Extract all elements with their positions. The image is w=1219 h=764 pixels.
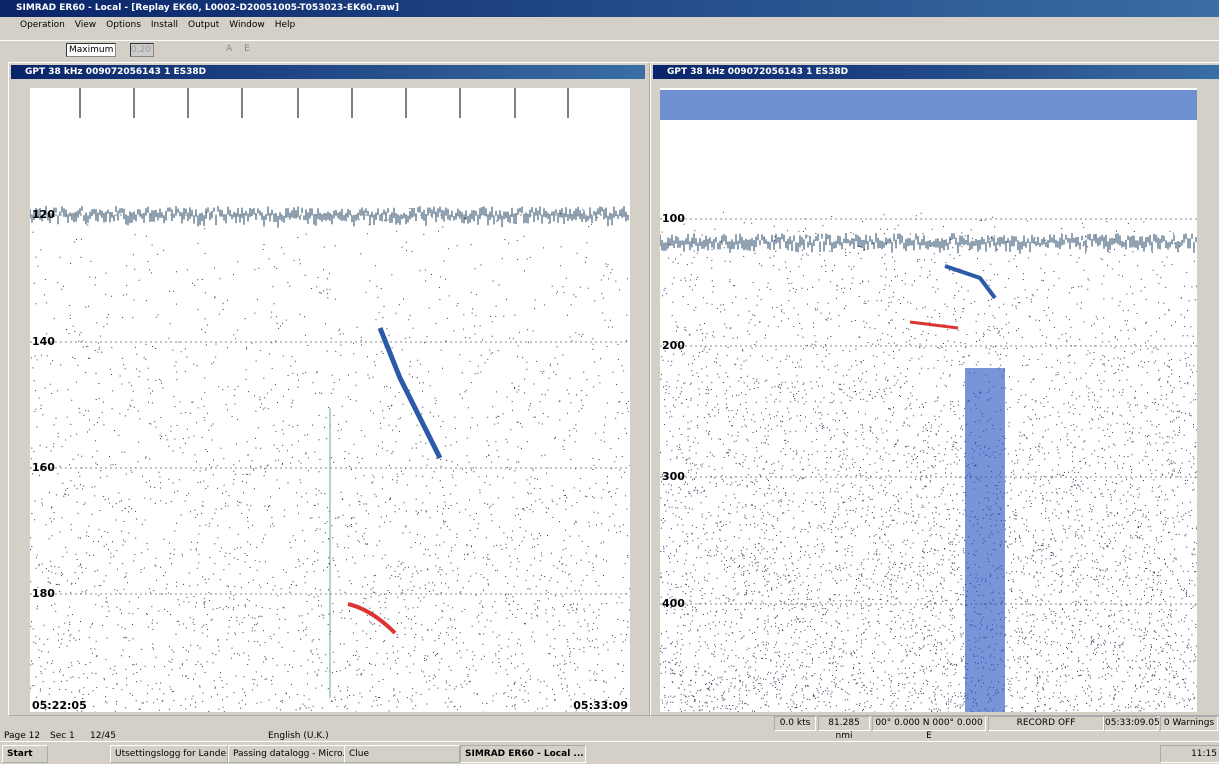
status-field: 0 Warnings — [1160, 716, 1218, 731]
echogram-right: 100 200 300 400 — [660, 88, 1197, 712]
menu-bar: Operation View Options Install Output Window H… — [20, 18, 305, 32]
echo-bg — [660, 88, 1197, 712]
depth-label: 200 — [662, 339, 685, 352]
menu-item[interactable]: View — [74, 20, 97, 30]
word-status: Page 12 Sec 1 12/45 English (U.K.) — [0, 731, 460, 741]
depth-label: 120 — [32, 208, 55, 221]
menu-item[interactable]: Window — [229, 20, 265, 30]
status-field: RECORD OFF — [988, 716, 1104, 731]
fish-school — [909, 320, 959, 330]
task-button[interactable]: SIMRAD ER60 - Local ... — [460, 745, 586, 763]
bottom-echo — [965, 368, 1005, 712]
depth-label: 160 — [32, 461, 55, 474]
mode-select[interactable]: Maximum — [66, 43, 116, 57]
status-field: 05:33:09.05 — [1104, 716, 1160, 731]
depth-label: 300 — [662, 470, 685, 483]
toolbar-button[interactable]: E — [244, 44, 250, 54]
echo-layer — [660, 233, 1197, 254]
word-field: 12/45 — [90, 731, 116, 741]
menu-item[interactable]: Help — [274, 20, 296, 30]
task-button[interactable]: Utsettingslogg for Lande... — [110, 745, 228, 763]
status-bar: 0.0 kts 81.285 nmi 00° 0.000 N 000° 0.000 … — [0, 715, 1219, 741]
menu-item[interactable]: Operation — [20, 20, 65, 30]
fish-school — [944, 264, 997, 300]
depth-label: 400 — [662, 597, 685, 610]
word-field: English (U.K.) — [268, 731, 329, 741]
word-field: Sec 1 — [50, 731, 75, 741]
fish-school — [377, 327, 443, 460]
window-title: GPT 38 kHz 009072056143 1 ES38D — [653, 65, 1219, 79]
menu-item[interactable]: Install — [150, 20, 178, 30]
word-field: Page 12 — [4, 731, 41, 741]
clock: 11:15 — [1160, 745, 1219, 763]
depth-label: 100 — [662, 212, 685, 225]
status-field: 81.285 nmi — [818, 716, 870, 741]
task-button[interactable]: Passing datalogg - Micro... — [228, 745, 346, 763]
echogram-left: 120 140 160 180 05:22:05 05:33:09 — [30, 88, 630, 712]
depth-label: 140 — [32, 335, 55, 348]
toolbar-button[interactable]: A — [226, 44, 233, 54]
end-time: 05:33:09 — [573, 699, 628, 712]
value-box[interactable]: 0.20 — [130, 43, 154, 57]
start-button[interactable]: Start — [2, 745, 48, 763]
status-field: 00° 0.000 N 000° 0.000 E — [872, 716, 986, 741]
app-title: SIMRAD ER60 - Local - [Replay EK60, L000… — [0, 0, 1219, 17]
task-button[interactable]: Clue — [344, 745, 460, 763]
surface-band — [660, 90, 1197, 120]
menu-item[interactable]: Options — [106, 20, 141, 30]
window-title: GPT 38 kHz 009072056143 1 ES38D — [11, 65, 645, 79]
start-time: 05:22:05 — [32, 699, 87, 712]
taskbar: Start 11:15 Utsettingslogg for Lande... P… — [0, 741, 1219, 764]
depth-label: 180 — [32, 587, 55, 600]
status-field: 0.0 kts — [774, 716, 816, 731]
menu-item[interactable]: Output — [187, 20, 220, 30]
fish-school — [347, 602, 397, 635]
